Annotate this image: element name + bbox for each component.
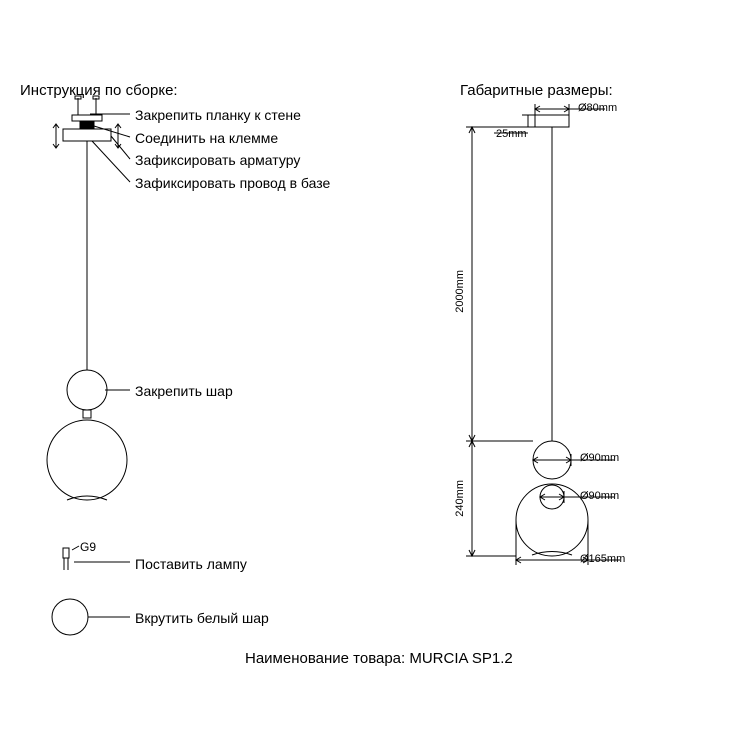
diagram-svg [0, 0, 750, 750]
